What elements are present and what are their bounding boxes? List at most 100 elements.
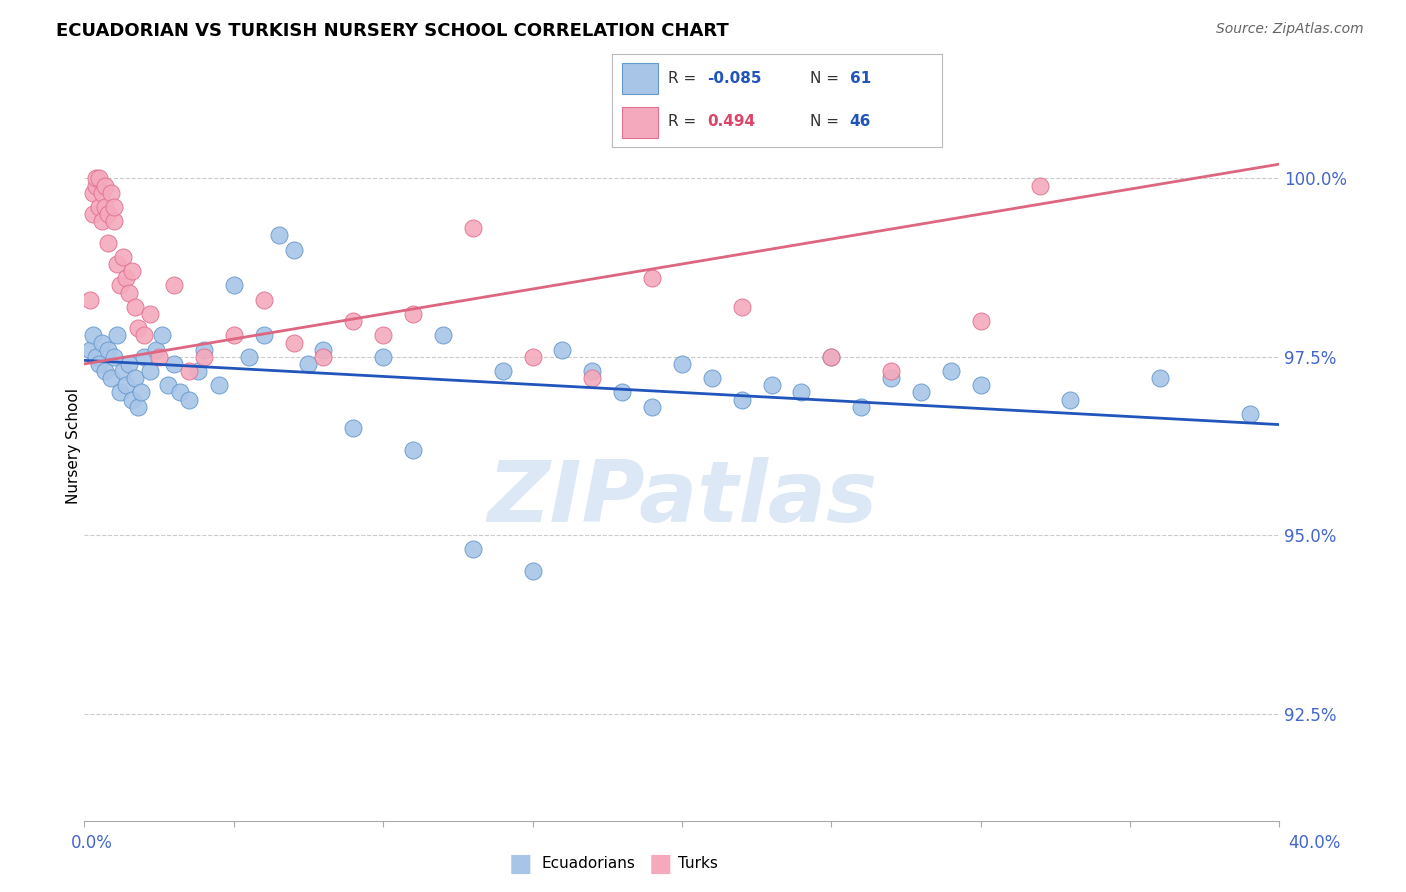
Point [970,314,993,328]
Point [193,350,215,364]
Point [970,378,993,392]
Point [89,357,111,371]
Point [82,207,104,221]
Point [103,200,125,214]
Text: N =: N = [810,71,844,87]
Point [820,350,842,364]
Point [86,171,108,186]
Point [297,357,319,371]
Text: ■: ■ [650,852,672,875]
Point [790,385,813,400]
Point [97,235,120,250]
Point [118,357,141,371]
Point [91,186,114,200]
Point [522,350,544,364]
Point [115,271,138,285]
Point [86,350,108,364]
Point [118,285,141,300]
Point [342,314,364,328]
Point [671,357,693,371]
Text: N =: N = [810,114,844,129]
Point [129,385,152,400]
Point [402,442,425,457]
Point [115,378,138,392]
Point [731,392,754,407]
Point [1239,407,1261,421]
Text: R =: R = [668,114,706,129]
Point [124,371,146,385]
Text: Turks: Turks [678,856,717,871]
Point [238,350,260,364]
Point [253,293,276,307]
Point [121,392,143,407]
Point [522,564,544,578]
Point [253,328,276,343]
Point [157,378,180,392]
Point [177,364,200,378]
Point [82,328,104,343]
Point [112,364,135,378]
Point [103,214,125,228]
Point [880,364,903,378]
Y-axis label: Nursery School: Nursery School [66,388,80,504]
Point [731,300,754,314]
Point [1059,392,1081,407]
Text: 0.0%: 0.0% [70,834,112,852]
Point [91,335,114,350]
Point [94,200,117,214]
Point [222,278,245,293]
Point [105,328,128,343]
Point [103,350,125,364]
Point [132,350,156,364]
Point [100,186,122,200]
Text: ■: ■ [509,852,531,875]
Point [187,364,209,378]
Point [267,228,290,243]
Point [551,343,574,357]
Point [612,385,634,400]
Point [139,364,162,378]
Point [461,542,484,557]
Point [139,307,162,321]
Point [312,343,335,357]
Point [208,378,231,392]
Point [150,328,173,343]
Point [373,328,395,343]
Point [110,385,132,400]
Point [79,343,101,357]
Text: 40.0%: 40.0% [1288,834,1341,852]
Point [112,250,135,264]
Point [641,271,664,285]
Point [163,357,186,371]
Point [283,243,305,257]
Point [581,364,603,378]
Point [89,171,111,186]
Point [124,300,146,314]
Point [851,400,873,414]
Point [820,350,842,364]
Text: Ecuadorians: Ecuadorians [541,856,636,871]
Point [163,278,186,293]
Point [641,400,664,414]
Point [492,364,515,378]
Point [312,350,335,364]
Text: Source: ZipAtlas.com: Source: ZipAtlas.com [1216,22,1364,37]
Point [342,421,364,435]
Point [461,221,484,235]
Point [82,186,104,200]
Point [1029,178,1052,193]
Point [148,350,170,364]
Point [581,371,603,385]
Point [86,178,108,193]
Point [283,335,305,350]
Point [761,378,783,392]
Point [193,343,215,357]
Point [94,364,117,378]
Point [94,178,117,193]
Point [121,264,143,278]
Point [127,321,149,335]
Point [100,371,122,385]
Point [402,307,425,321]
Bar [621,107,658,138]
Point [700,371,723,385]
